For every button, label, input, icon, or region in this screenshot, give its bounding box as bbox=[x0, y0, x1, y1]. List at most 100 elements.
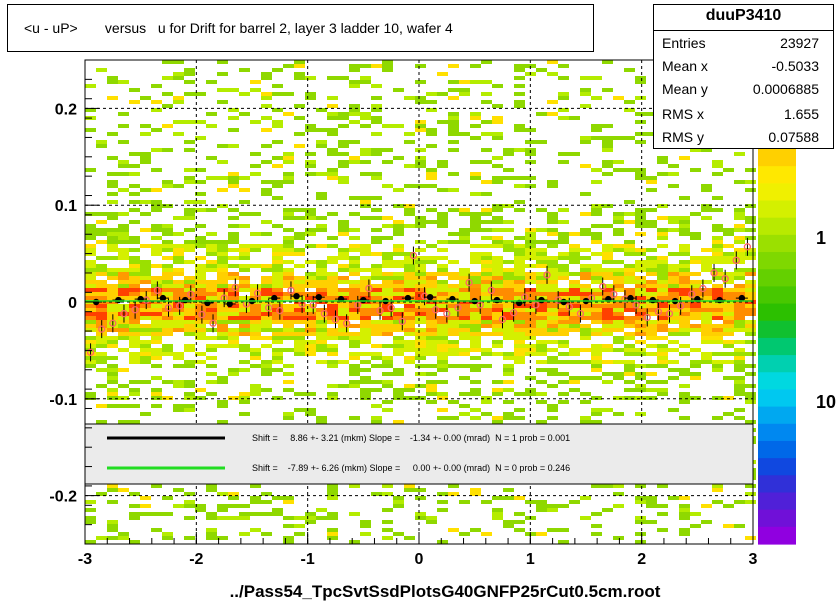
heat-cell bbox=[327, 152, 338, 156]
heat-cell bbox=[734, 408, 745, 412]
heat-cell bbox=[734, 348, 745, 352]
heat-cell bbox=[85, 364, 96, 368]
profile-black-marker bbox=[404, 294, 412, 302]
heat-cell bbox=[745, 400, 756, 404]
heat-cell bbox=[481, 284, 492, 288]
heat-cell bbox=[734, 368, 745, 372]
heat-cell bbox=[162, 396, 173, 400]
heat-cell bbox=[481, 180, 492, 184]
heat-cell bbox=[294, 312, 305, 316]
heat-cell bbox=[316, 508, 327, 512]
heat-cell bbox=[338, 304, 349, 308]
heat-cell bbox=[470, 64, 481, 68]
heat-cell bbox=[492, 256, 503, 260]
heat-cell bbox=[129, 404, 140, 408]
heat-cell bbox=[349, 196, 360, 200]
heat-cell bbox=[316, 416, 327, 420]
heat-cell bbox=[723, 252, 734, 256]
heat-cell bbox=[569, 292, 580, 296]
heat-cell bbox=[701, 316, 712, 320]
heat-cell bbox=[569, 260, 580, 264]
heat-cell bbox=[536, 400, 547, 404]
heat-cell bbox=[162, 228, 173, 232]
heat-cell bbox=[536, 260, 547, 264]
heat-cell bbox=[734, 364, 745, 368]
heat-cell bbox=[195, 332, 206, 336]
heat-cell bbox=[250, 352, 261, 356]
heat-cell bbox=[239, 332, 250, 336]
heat-cell bbox=[492, 320, 503, 324]
heat-cell bbox=[393, 264, 404, 268]
heat-cell bbox=[107, 156, 118, 160]
heat-cell bbox=[349, 84, 360, 88]
heat-cell bbox=[448, 240, 459, 244]
heat-cell bbox=[239, 284, 250, 288]
heat-cell bbox=[283, 336, 294, 340]
heat-cell bbox=[470, 356, 481, 360]
heat-cell bbox=[349, 68, 360, 72]
heat-cell bbox=[250, 388, 261, 392]
heat-cell bbox=[272, 276, 283, 280]
heat-cell bbox=[668, 172, 679, 176]
heat-cell bbox=[481, 228, 492, 232]
heat-cell bbox=[382, 332, 393, 336]
heat-cell bbox=[635, 324, 646, 328]
heat-cell bbox=[448, 116, 459, 120]
heat-cell bbox=[657, 156, 668, 160]
heat-cell bbox=[404, 96, 415, 100]
heat-cell bbox=[580, 376, 591, 380]
heat-cell bbox=[118, 236, 129, 240]
heat-cell bbox=[349, 308, 360, 312]
heat-cell bbox=[393, 352, 404, 356]
heat-cell bbox=[217, 176, 228, 180]
heat-cell bbox=[448, 188, 459, 192]
heat-cell bbox=[624, 388, 635, 392]
heat-cell bbox=[514, 284, 525, 288]
heat-cell bbox=[657, 260, 668, 264]
heat-cell bbox=[162, 124, 173, 128]
heat-cell bbox=[360, 116, 371, 120]
heat-cell bbox=[206, 532, 217, 536]
heat-cell bbox=[129, 352, 140, 356]
heat-cell bbox=[195, 92, 206, 96]
heat-cell bbox=[151, 204, 162, 208]
heat-cell bbox=[327, 364, 338, 368]
heat-cell bbox=[151, 284, 162, 288]
heat-cell bbox=[503, 488, 514, 492]
heat-cell bbox=[107, 244, 118, 248]
heat-cell bbox=[668, 264, 679, 268]
heat-cell bbox=[448, 344, 459, 348]
heat-cell bbox=[459, 272, 470, 276]
heat-cell bbox=[426, 260, 437, 264]
heat-cell bbox=[415, 384, 426, 388]
heat-cell bbox=[283, 156, 294, 160]
heat-cell bbox=[151, 300, 162, 304]
heat-cell bbox=[734, 288, 745, 292]
heat-cell bbox=[492, 176, 503, 180]
heat-cell bbox=[151, 188, 162, 192]
heat-cell bbox=[437, 360, 448, 364]
heat-cell bbox=[426, 336, 437, 340]
heat-cell bbox=[492, 268, 503, 272]
heat-cell bbox=[239, 308, 250, 312]
heat-cell bbox=[239, 92, 250, 96]
heat-cell bbox=[228, 224, 239, 228]
heat-cell bbox=[723, 228, 734, 232]
heat-cell bbox=[459, 316, 470, 320]
heat-cell bbox=[184, 288, 195, 292]
heat-cell bbox=[250, 496, 261, 500]
heat-cell bbox=[129, 296, 140, 300]
heat-cell bbox=[107, 248, 118, 252]
heat-cell bbox=[580, 228, 591, 232]
heat-cell bbox=[393, 224, 404, 228]
heat-cell bbox=[195, 316, 206, 320]
heat-cell bbox=[184, 348, 195, 352]
heat-cell bbox=[107, 488, 118, 492]
heat-cell bbox=[657, 388, 668, 392]
heat-cell bbox=[316, 192, 327, 196]
heat-cell bbox=[382, 304, 393, 308]
heat-cell bbox=[635, 172, 646, 176]
heat-cell bbox=[514, 236, 525, 240]
heat-cell bbox=[591, 292, 602, 296]
heat-cell bbox=[558, 96, 569, 100]
